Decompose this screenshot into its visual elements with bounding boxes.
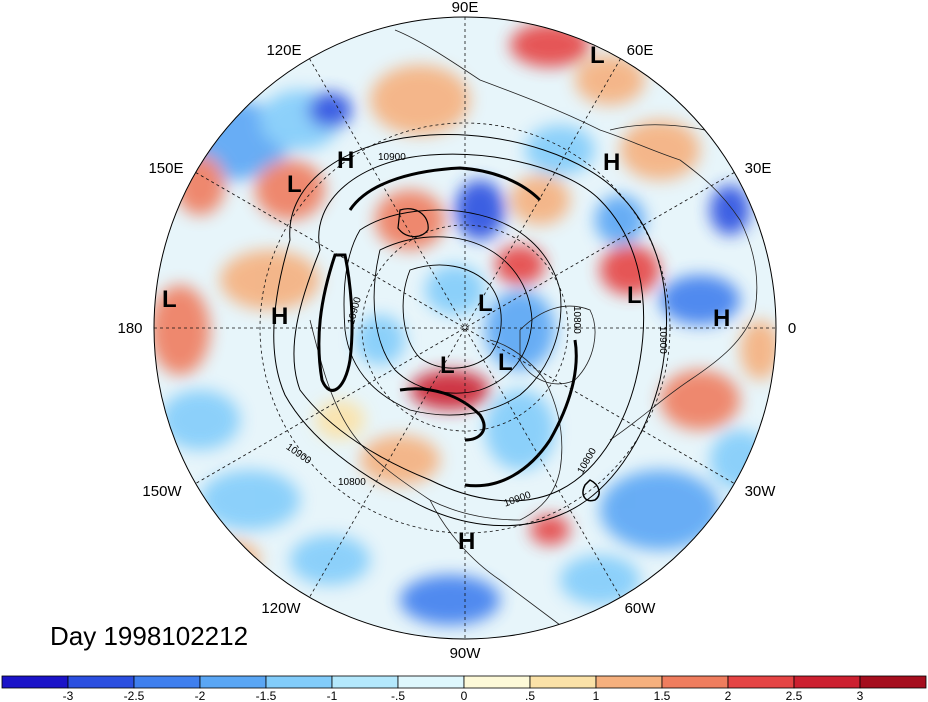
lon-label-150e: 150E — [148, 160, 183, 177]
pressure-center-high: H — [603, 149, 620, 176]
colorbar-tick-label: -3 — [63, 689, 74, 702]
colorbar-swatch — [727, 675, 795, 689]
map-title: Day 1998102212 — [50, 621, 248, 651]
colorbar-swatch — [1, 675, 69, 689]
pressure-center-low: L — [627, 282, 642, 309]
pressure-center-high: H — [271, 303, 288, 330]
lon-label-90e: 90E — [452, 0, 479, 16]
colorbar-swatch — [133, 675, 201, 689]
colorbar-swatch — [859, 675, 927, 689]
colorbar-tick-label: -2.5 — [124, 689, 145, 702]
colorbar-tick-label: 3 — [857, 689, 864, 702]
colorbar-swatch — [463, 675, 531, 689]
pressure-center-low: L — [498, 349, 513, 376]
pressure-center-low: L — [590, 42, 605, 69]
colorbar-tick-label: 1 — [593, 689, 600, 702]
colorbar-swatch — [265, 675, 333, 689]
colorbar-swatch — [331, 675, 399, 689]
colorbar-swatch — [595, 675, 663, 689]
pressure-center-high: H — [458, 528, 475, 555]
colorbar-tick-label: 2 — [725, 689, 732, 702]
colorbar-tick-label: .5 — [525, 689, 535, 702]
lon-label-30w: 30W — [745, 483, 777, 500]
colorbar-swatch — [397, 675, 465, 689]
height-contours — [273, 133, 667, 527]
pressure-center-low: L — [440, 352, 455, 379]
lon-label-120e: 120E — [266, 42, 301, 59]
colorbar-tick-label: -.5 — [391, 689, 405, 702]
lon-label-150w: 150W — [142, 483, 182, 500]
anomaly-field — [154, 17, 776, 639]
contour-label: 10800 — [338, 477, 366, 488]
lon-label-60w: 60W — [625, 600, 657, 617]
lon-label-60e: 60E — [627, 42, 654, 59]
graticule — [154, 17, 776, 639]
contour-label: 10800 — [571, 306, 582, 334]
lon-label-30e: 30E — [745, 160, 772, 177]
colorbar-tick-label: 0 — [461, 689, 468, 702]
contour-label: 10900 — [378, 152, 406, 163]
contour-label: 10900 — [657, 326, 668, 354]
central-america-coast — [429, 499, 561, 626]
greenland-coast — [519, 305, 596, 385]
lon-label-120w: 120W — [261, 600, 301, 617]
longitude-labels: 90E 120E 60E 150E 30E 180 0 150W 30W 120… — [117, 0, 796, 662]
colorbar-tick-label: 1.5 — [654, 689, 671, 702]
colorbar-swatch — [793, 675, 861, 689]
pressure-center-high: H — [713, 305, 730, 332]
colorbar-swatch — [529, 675, 597, 689]
eurasia-coast — [394, 29, 758, 441]
pressure-center-low: L — [162, 286, 177, 313]
colorbar-tick-label: -2 — [195, 689, 206, 702]
pressure-center-low: L — [478, 290, 493, 317]
colorbar-tick-label: -1 — [327, 689, 338, 702]
colorbar-swatch — [67, 675, 135, 689]
lon-label-180: 180 — [117, 320, 142, 337]
map-boundary — [153, 16, 777, 640]
colorbar-tick-label: -1.5 — [256, 689, 277, 702]
colorbar-swatch — [199, 675, 267, 689]
colorbar: -3 -2.5 -2 -1.5 -1 -.5 0 .5 1 1.5 2 2.5 3 — [1, 675, 927, 702]
colorbar-tick-label: 2.5 — [786, 689, 803, 702]
north-america-coast — [309, 319, 563, 521]
pressure-center-low: L — [287, 171, 302, 198]
pressure-center-high: H — [337, 147, 354, 174]
pressure-centers: L H L H L H L L H L L H — [162, 42, 730, 555]
colorbar-swatch — [661, 675, 729, 689]
lon-label-0: 0 — [788, 320, 796, 337]
lon-label-90w: 90W — [450, 645, 482, 662]
